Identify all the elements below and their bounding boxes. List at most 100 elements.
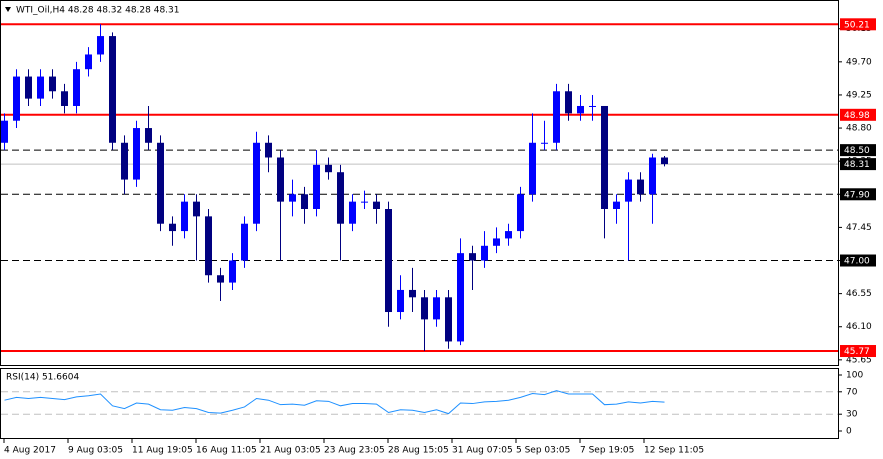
candle-body <box>613 201 620 209</box>
level-label: 48.50 <box>844 146 870 156</box>
candle-body <box>349 201 356 224</box>
x-tick-label: 9 Aug 03:05 <box>68 446 123 456</box>
level-label: 48.98 <box>844 111 870 121</box>
candle-body <box>409 289 416 298</box>
candle-body <box>61 91 68 106</box>
level-box <box>840 188 876 201</box>
candle-body <box>313 164 320 209</box>
candle-body <box>109 36 116 143</box>
y-tick-label: 46.10 <box>846 322 872 332</box>
level-box <box>840 254 876 267</box>
candle-body <box>325 164 332 173</box>
candle-body <box>565 91 572 114</box>
x-tick-label: 31 Aug 07:05 <box>452 446 513 456</box>
candle-body <box>577 105 584 114</box>
candle-body <box>493 238 500 246</box>
candle-body <box>49 76 56 92</box>
candle-body <box>397 289 404 313</box>
candle-body <box>289 194 296 202</box>
x-tick-label: 5 Sep 03:05 <box>516 446 570 456</box>
x-tick-label: 4 Aug 2017 <box>4 446 56 456</box>
y-tick-label: 49.70 <box>846 57 872 67</box>
candle-body <box>457 253 464 342</box>
x-tick-label: 28 Aug 15:05 <box>388 446 449 456</box>
candle-body <box>337 172 344 224</box>
level-box <box>840 158 876 171</box>
candle-body <box>265 142 272 158</box>
rsi-line <box>4 390 665 415</box>
candle-body <box>277 157 284 202</box>
candle-body <box>157 142 164 224</box>
candle-body <box>373 201 380 209</box>
candle-body <box>529 142 536 195</box>
y-tick-label: 46.55 <box>846 289 872 299</box>
candle-body <box>193 201 200 217</box>
level-label: 50.21 <box>844 20 870 30</box>
candle-body <box>37 76 44 99</box>
candle-body <box>433 297 440 320</box>
candle-body <box>253 142 260 224</box>
y-tick-label: 45.65 <box>846 355 872 365</box>
chart-title: WTI_Oil,H4 48.28 48.32 48.28 48.31 <box>16 6 180 16</box>
x-tick-label: 23 Aug 23:05 <box>324 446 385 456</box>
candle-body <box>25 76 32 99</box>
candle-body <box>301 194 308 209</box>
x-tick-label: 11 Aug 19:05 <box>132 446 193 456</box>
candle-body <box>649 157 656 195</box>
candle-body <box>133 128 140 180</box>
candle-body <box>637 179 644 195</box>
candle-body <box>421 297 428 320</box>
candle-body <box>361 201 368 203</box>
rsi-title: RSI(14) 51.6604 <box>6 373 79 383</box>
x-tick-label: 7 Sep 19:05 <box>580 446 634 456</box>
candle-body <box>217 275 224 283</box>
level-label: 45.77 <box>844 347 870 357</box>
level-label: 47.00 <box>844 257 870 267</box>
candle-body <box>541 142 548 144</box>
candle-body <box>445 297 452 342</box>
candle-body <box>505 231 512 239</box>
level-box <box>840 345 876 358</box>
y-tick-label: 48.80 <box>846 124 872 134</box>
candle-body <box>517 194 524 232</box>
candle-body <box>145 128 152 143</box>
candle-body <box>13 76 20 121</box>
candle-body <box>229 260 236 283</box>
candle-body <box>625 179 632 202</box>
x-tick-label: 21 Aug 03:05 <box>260 446 321 456</box>
candle-body <box>241 223 248 261</box>
x-tick-label: 12 Sep 11:05 <box>644 446 704 456</box>
y-tick-label: 30 <box>846 410 858 420</box>
y-tick-label: 47.45 <box>846 223 872 233</box>
candle-body <box>553 91 560 143</box>
x-tick-label: 16 Aug 11:05 <box>196 446 257 456</box>
level-box <box>840 18 876 31</box>
main-panel-frame <box>0 0 839 366</box>
level-box <box>840 108 876 121</box>
candle-body <box>481 245 488 261</box>
candle-body <box>661 157 668 165</box>
candle-body <box>385 209 392 313</box>
candle-body <box>1 120 8 143</box>
y-tick-label: 0 <box>846 427 852 437</box>
level-box <box>840 144 876 157</box>
level-label: 47.90 <box>844 190 870 200</box>
candle-body <box>469 253 476 261</box>
candle-body <box>181 201 188 232</box>
level-label: 48.31 <box>844 160 870 170</box>
candle-body <box>85 54 92 70</box>
candle-body <box>97 36 104 55</box>
candle-body <box>601 105 608 209</box>
rsi-panel-frame <box>0 368 839 439</box>
candle-body <box>121 142 128 180</box>
candle-body <box>169 223 176 232</box>
menu-arrow <box>5 7 11 12</box>
candle-body <box>589 105 596 107</box>
y-tick-label: 100 <box>846 371 863 381</box>
y-tick-label: 70 <box>846 387 858 397</box>
y-tick-label: 49.25 <box>846 90 872 100</box>
candle-body <box>73 69 80 106</box>
candle-body <box>205 216 212 276</box>
